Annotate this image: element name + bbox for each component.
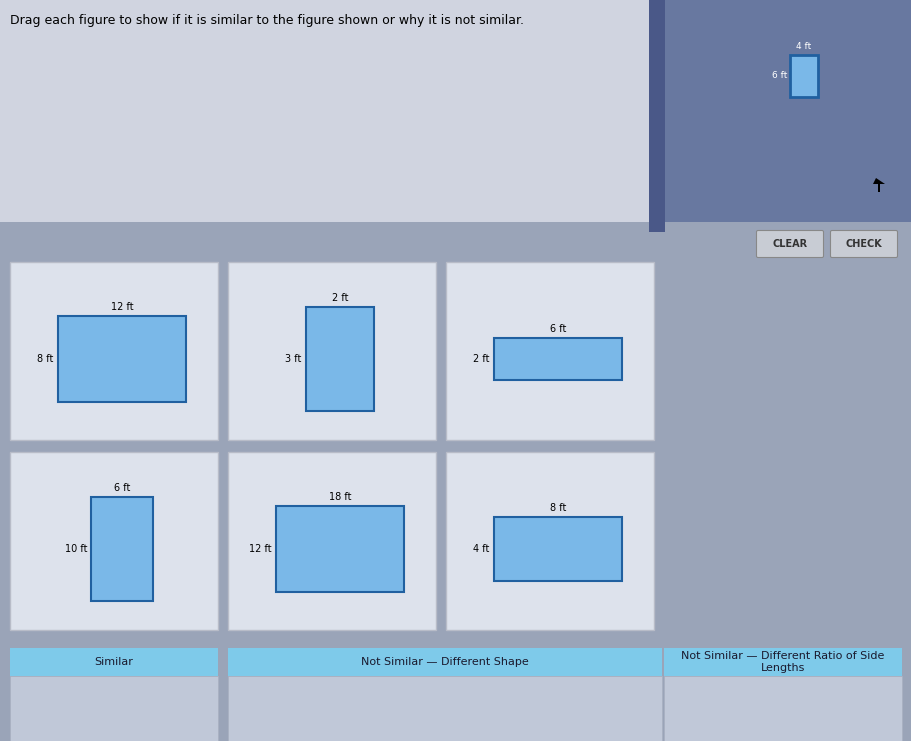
Bar (305, 308, 374, 411)
Text: 2 ft: 2 ft (473, 354, 489, 364)
Bar (228, 676, 661, 741)
Polygon shape (872, 178, 884, 192)
Bar (493, 337, 622, 380)
Text: 8 ft: 8 ft (549, 502, 566, 513)
Text: Not Similar — Different Shape: Not Similar — Different Shape (361, 657, 528, 667)
Bar (493, 516, 622, 581)
Text: 2 ft: 2 ft (332, 293, 348, 303)
Text: 3 ft: 3 ft (285, 354, 302, 364)
Bar (663, 0, 911, 222)
Text: Drag each figure to show if it is similar to the figure shown or why it is not s: Drag each figure to show if it is simila… (10, 14, 524, 27)
FancyBboxPatch shape (755, 230, 823, 258)
Text: 8 ft: 8 ft (37, 354, 54, 364)
Bar (57, 316, 186, 402)
Text: 4 ft: 4 ft (795, 42, 811, 51)
Text: 10 ft: 10 ft (65, 544, 87, 554)
Text: 6 ft: 6 ft (114, 483, 130, 494)
Bar (649, 0, 664, 232)
Text: 12 ft: 12 ft (249, 544, 271, 554)
FancyBboxPatch shape (830, 230, 896, 258)
Bar (0, 642, 911, 741)
Text: 12 ft: 12 ft (110, 302, 133, 312)
Bar (663, 648, 901, 676)
Text: CHECK: CHECK (844, 239, 882, 249)
Text: CLEAR: CLEAR (772, 239, 806, 249)
Bar (663, 676, 901, 741)
Bar (228, 452, 435, 630)
Text: Not Similar — Different Ratio of Side
Lengths: Not Similar — Different Ratio of Side Le… (681, 651, 884, 674)
Bar (10, 648, 218, 676)
Text: 4 ft: 4 ft (473, 544, 489, 554)
Bar (228, 262, 435, 440)
Bar (275, 506, 404, 592)
Bar (91, 497, 153, 601)
Bar (789, 55, 817, 97)
Text: Similar: Similar (95, 657, 133, 667)
Text: 6 ft: 6 ft (549, 324, 566, 333)
Text: 6 ft: 6 ft (771, 71, 786, 81)
Bar (10, 676, 218, 741)
Text: 18 ft: 18 ft (328, 492, 351, 502)
Bar (445, 452, 653, 630)
Bar (445, 262, 653, 440)
Bar (10, 452, 218, 630)
Bar (0, 0, 651, 222)
Bar (10, 262, 218, 440)
Bar (228, 648, 661, 676)
Bar (0, 222, 911, 642)
